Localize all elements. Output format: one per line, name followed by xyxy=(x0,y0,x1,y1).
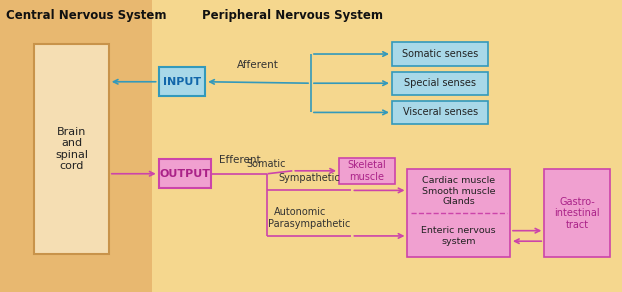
Text: Efferent: Efferent xyxy=(219,155,260,165)
Text: Central Nervous System: Central Nervous System xyxy=(6,9,167,22)
Text: Special senses: Special senses xyxy=(404,78,476,88)
Bar xyxy=(0,0,152,292)
FancyBboxPatch shape xyxy=(34,44,109,254)
FancyBboxPatch shape xyxy=(392,72,488,95)
Text: Parasympathetic: Parasympathetic xyxy=(268,219,351,229)
Text: Gastro-
intestinal
tract: Gastro- intestinal tract xyxy=(554,197,600,230)
FancyBboxPatch shape xyxy=(392,101,488,124)
Text: Somatic senses: Somatic senses xyxy=(402,49,478,59)
Bar xyxy=(152,0,622,292)
Text: Enteric nervous
system: Enteric nervous system xyxy=(422,226,496,246)
FancyBboxPatch shape xyxy=(544,169,610,257)
Text: Somatic: Somatic xyxy=(246,159,286,169)
FancyBboxPatch shape xyxy=(159,67,205,96)
Text: Peripheral Nervous System: Peripheral Nervous System xyxy=(202,9,383,22)
Text: OUTPUT: OUTPUT xyxy=(160,169,210,179)
Text: Cardiac muscle
Smooth muscle
Glands: Cardiac muscle Smooth muscle Glands xyxy=(422,176,496,206)
Text: Brain
and
spinal
cord: Brain and spinal cord xyxy=(55,126,88,171)
Text: Skeletal
muscle: Skeletal muscle xyxy=(348,160,386,182)
Text: Sympathetic: Sympathetic xyxy=(279,173,340,183)
FancyBboxPatch shape xyxy=(407,169,510,257)
Text: Visceral senses: Visceral senses xyxy=(402,107,478,117)
Text: Autonomic: Autonomic xyxy=(274,207,326,217)
FancyBboxPatch shape xyxy=(339,158,395,184)
FancyBboxPatch shape xyxy=(392,42,488,66)
Text: INPUT: INPUT xyxy=(163,77,201,87)
FancyBboxPatch shape xyxy=(159,159,211,188)
Text: Afferent: Afferent xyxy=(237,60,279,70)
